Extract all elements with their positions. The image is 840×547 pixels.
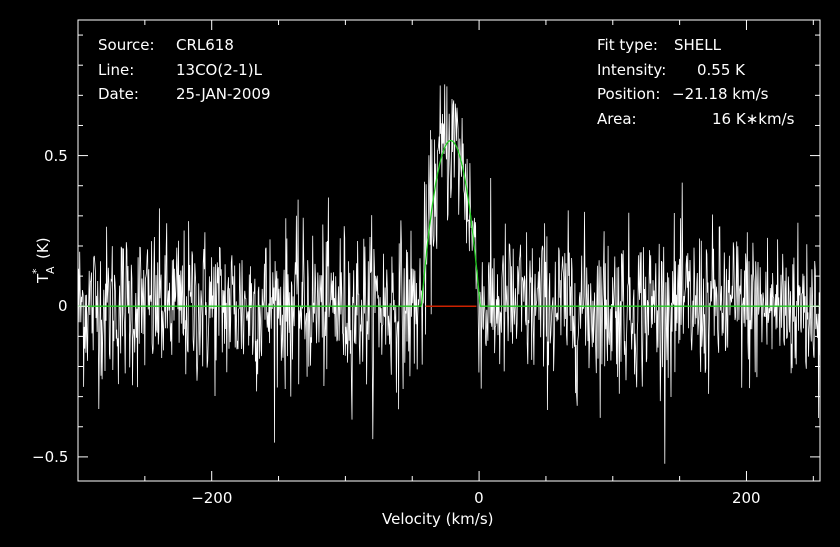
x-tick-label: −200 [191,489,233,507]
line-label: Line: [98,61,135,79]
fit-curve [78,139,820,307]
date-label: Date: [98,85,139,103]
area-value: 16 K∗km/s [712,110,795,128]
date-value: 25-JAN-2009 [176,85,271,103]
y-tick-label: 0 [58,297,68,316]
position-label: Position: [597,85,661,103]
y-axis-title-unit: (K) [34,237,52,259]
intensity-label: Intensity: [597,61,667,79]
y-axis-title-sup: * [30,268,43,274]
x-tick-label: 0 [474,489,484,507]
area-label: Area: [597,110,637,128]
source-label: Source: [98,36,155,54]
y-axis-title-main: T [34,273,52,284]
y-axis-title: T * A (K) [10,225,60,285]
spectrum-line [77,84,821,464]
source-value: CRL618 [176,36,234,54]
fit-type-value: SHELL [674,36,721,54]
line-value: 13CO(2-1)L [176,61,262,79]
y-tick-label: −0.5 [32,447,69,466]
plot-frame [77,19,821,482]
position-value: −21.18 km/s [672,85,769,103]
intensity-value: 0.55 K [697,61,746,79]
fit-type-label: Fit type: [597,36,658,54]
y-tick-label: 0.5 [44,146,68,165]
x-tick-label: 200 [731,489,761,507]
x-axis-title: Velocity (km/s) [382,510,494,528]
y-axis-title-sub: A [44,266,57,274]
